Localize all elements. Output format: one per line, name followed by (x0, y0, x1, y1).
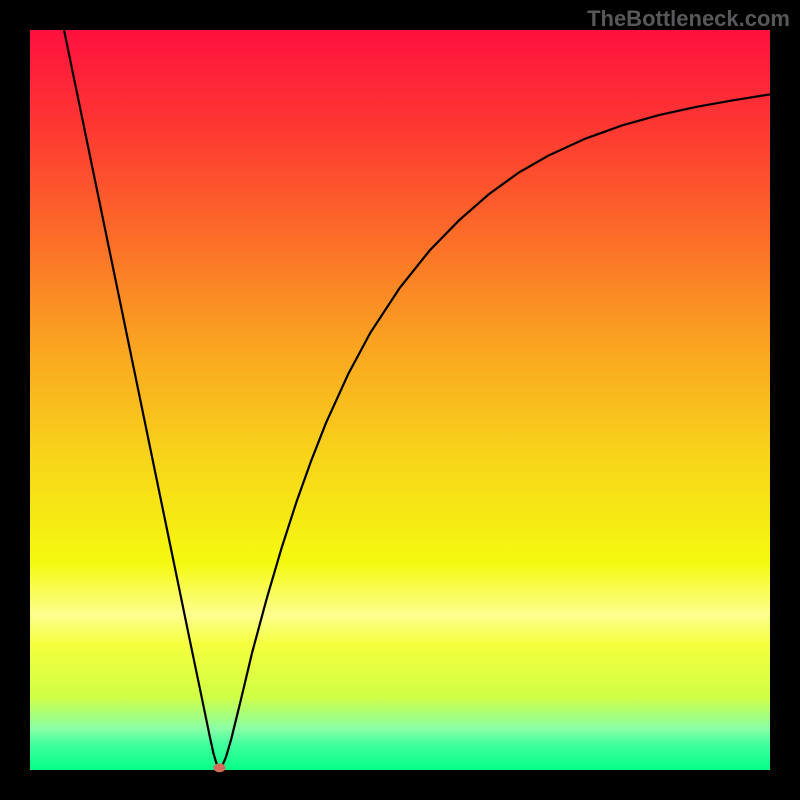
optimal-point-marker (213, 763, 225, 772)
chart-svg (0, 0, 800, 800)
watermark-text: TheBottleneck.com (587, 6, 790, 32)
bottleneck-chart: TheBottleneck.com (0, 0, 800, 800)
